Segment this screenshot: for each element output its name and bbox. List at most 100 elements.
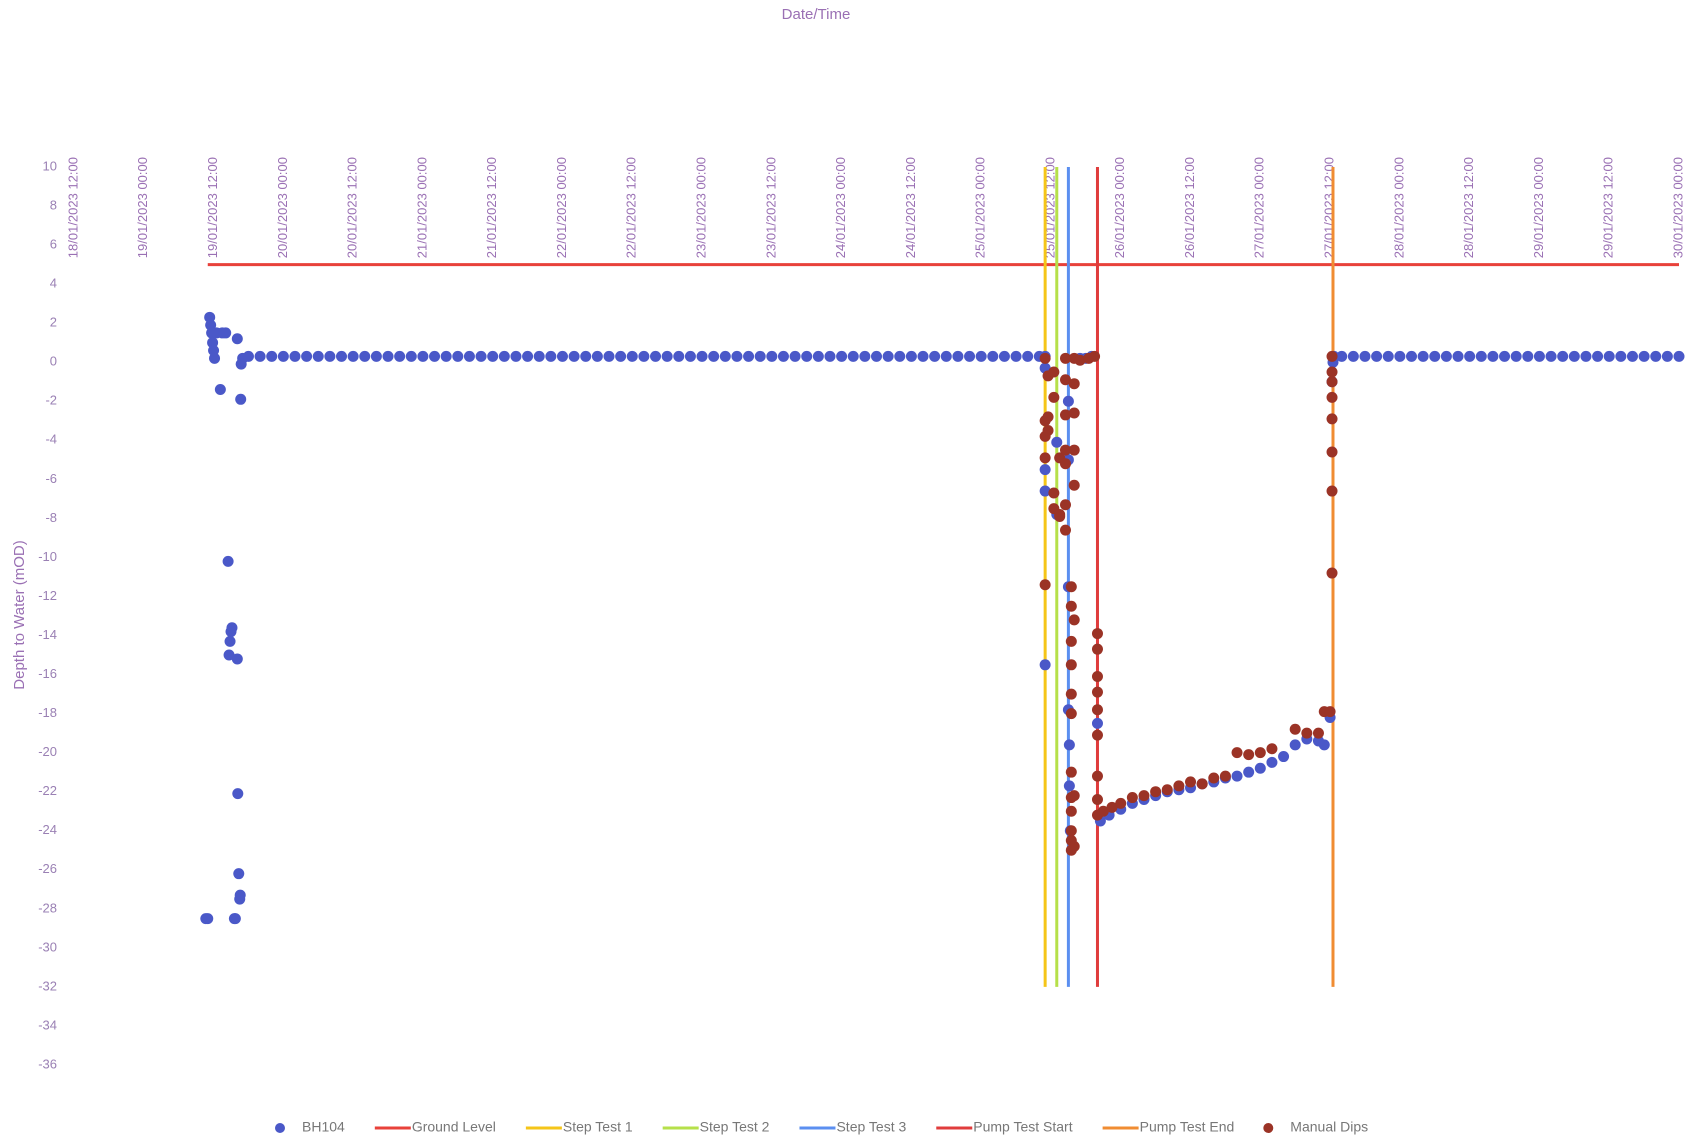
data-point xyxy=(871,350,882,362)
data-point xyxy=(975,350,987,362)
x-tick-label: 25/01/2023 00:00 xyxy=(973,157,988,258)
data-point xyxy=(1091,770,1103,782)
data-point xyxy=(661,350,673,362)
legend-label: Step Test 3 xyxy=(836,1119,906,1135)
data-point xyxy=(1266,756,1278,768)
data-point xyxy=(673,350,685,362)
data-point xyxy=(1312,727,1324,739)
legend-label: Ground Level xyxy=(412,1119,496,1135)
y-tick-label: -2 xyxy=(45,393,57,408)
data-point xyxy=(1326,446,1338,458)
data-point xyxy=(1185,776,1197,788)
x-tick-label: 26/01/2023 12:00 xyxy=(1182,157,1197,258)
data-point xyxy=(487,350,499,362)
data-point xyxy=(1068,479,1080,491)
data-point xyxy=(1106,801,1118,813)
y-tick-label: 2 xyxy=(50,315,57,330)
data-point xyxy=(1510,350,1522,362)
data-point xyxy=(1068,378,1080,390)
data-point xyxy=(1059,409,1071,421)
data-point xyxy=(1091,704,1103,716)
data-point xyxy=(226,622,238,634)
y-tick-label: -18 xyxy=(38,705,57,720)
data-point xyxy=(1059,444,1071,456)
data-point xyxy=(312,350,324,362)
y-tick-label: -26 xyxy=(38,861,57,876)
data-point xyxy=(836,350,848,362)
data-point xyxy=(1115,797,1127,809)
legend-swatch xyxy=(275,1123,285,1133)
y-tick-label: -22 xyxy=(38,783,57,798)
data-point xyxy=(1615,350,1627,362)
data-point xyxy=(1487,350,1499,362)
legend-label: Pump Test End xyxy=(1140,1119,1235,1135)
data-point xyxy=(1097,805,1109,817)
data-point xyxy=(359,350,371,362)
data-point xyxy=(1499,350,1511,362)
data-point xyxy=(1065,688,1077,700)
data-point xyxy=(202,913,214,925)
data-point xyxy=(1533,350,1545,362)
data-point xyxy=(1394,350,1406,362)
x-tick-label: 29/01/2023 00:00 xyxy=(1531,157,1546,258)
x-tick-label: 20/01/2023 12:00 xyxy=(345,157,360,258)
data-point xyxy=(1150,786,1162,798)
y-tick-label: -24 xyxy=(38,822,57,837)
data-point xyxy=(347,350,359,362)
data-point xyxy=(1039,579,1051,591)
data-point xyxy=(987,350,999,362)
data-point xyxy=(1219,770,1231,782)
legend-label: Pump Test Start xyxy=(973,1119,1072,1135)
data-point xyxy=(1661,350,1673,362)
data-point xyxy=(452,350,464,362)
data-point xyxy=(789,350,801,362)
data-point xyxy=(1091,794,1103,806)
data-point xyxy=(1326,485,1338,497)
data-point xyxy=(1429,350,1441,362)
data-point xyxy=(209,352,221,364)
data-point xyxy=(220,327,232,339)
legend-label: BH104 xyxy=(302,1119,345,1135)
data-point xyxy=(1231,747,1243,759)
data-point xyxy=(1091,729,1103,741)
data-point xyxy=(1054,508,1066,520)
data-point xyxy=(1406,350,1417,362)
data-point xyxy=(1065,600,1077,612)
x-tick-label: 26/01/2023 00:00 xyxy=(1112,157,1127,258)
y-tick-label: -20 xyxy=(38,744,57,759)
data-point xyxy=(1289,723,1301,735)
data-point xyxy=(1039,464,1051,476)
data-point xyxy=(1243,749,1255,761)
data-point xyxy=(1091,628,1103,640)
data-point xyxy=(1326,366,1338,378)
y-tick-label: -36 xyxy=(38,1056,57,1071)
data-point xyxy=(1022,350,1034,362)
data-point xyxy=(650,350,662,362)
legend-label: Step Test 1 xyxy=(563,1119,633,1135)
data-point xyxy=(1010,350,1022,362)
x-tick-label: 22/01/2023 12:00 xyxy=(624,157,639,258)
data-point xyxy=(289,350,301,362)
data-point xyxy=(1039,485,1051,497)
x-tick-label: 27/01/2023 00:00 xyxy=(1252,157,1267,258)
x-tick-label: 28/01/2023 12:00 xyxy=(1461,157,1476,258)
data-point xyxy=(1568,350,1580,362)
data-point xyxy=(1254,762,1266,774)
data-point xyxy=(1091,717,1103,729)
data-point xyxy=(1059,524,1071,536)
data-point xyxy=(1673,350,1685,362)
data-point xyxy=(1048,391,1060,403)
data-point xyxy=(603,350,615,362)
data-point xyxy=(1039,352,1051,364)
x-tick-label: 29/01/2023 12:00 xyxy=(1601,157,1616,258)
data-point xyxy=(1326,350,1338,362)
data-point xyxy=(1126,792,1138,804)
data-point xyxy=(1065,659,1077,671)
y-tick-label: -10 xyxy=(38,549,57,564)
data-point xyxy=(1042,411,1054,423)
data-point xyxy=(1063,739,1075,751)
y-tick-label: -6 xyxy=(45,471,57,486)
data-point xyxy=(1042,425,1054,437)
data-point xyxy=(1347,350,1359,362)
data-point xyxy=(1065,766,1077,778)
